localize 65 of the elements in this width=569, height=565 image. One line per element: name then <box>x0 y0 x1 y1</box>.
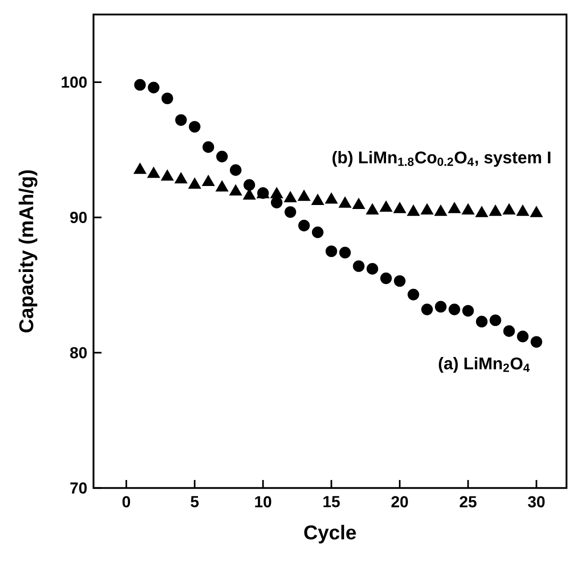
x-tick-label: 25 <box>460 496 476 508</box>
x-tick-label: 5 <box>190 496 199 508</box>
x-axis-title: Cycle <box>304 524 356 544</box>
point <box>270 196 282 208</box>
point <box>421 204 434 214</box>
point <box>284 192 296 202</box>
y-tick-label: 80 <box>70 347 87 358</box>
point <box>380 201 392 212</box>
x-tick-label: 20 <box>391 496 408 508</box>
series-label: (b) LiMn$_{1.8}$Co$_{0.2}$O$_{4}$, system I <box>332 151 550 167</box>
point <box>325 193 338 204</box>
point <box>530 336 542 348</box>
point <box>476 206 488 218</box>
point <box>421 304 433 316</box>
point <box>339 246 351 258</box>
point <box>530 206 542 218</box>
point <box>366 263 378 275</box>
x-tick-label: 15 <box>324 496 340 508</box>
y-tick-label: 100 <box>62 76 87 88</box>
y-axis-title: Capacity (mAh/g) <box>18 170 38 332</box>
point <box>462 304 474 317</box>
point <box>312 226 324 238</box>
point <box>352 260 365 272</box>
point <box>148 167 160 178</box>
x-tick-label: 0 <box>122 496 130 508</box>
point <box>462 204 474 214</box>
y-tick-label: 90 <box>70 212 87 224</box>
point <box>503 204 516 214</box>
point <box>434 205 447 216</box>
point <box>476 316 488 328</box>
series-label: (a) LiMn$_{2}$O$_{4}$ <box>438 357 530 373</box>
point <box>366 204 378 214</box>
point <box>503 325 515 337</box>
point <box>516 205 529 216</box>
x-tick-label: 30 <box>528 496 545 508</box>
point <box>448 304 460 316</box>
point <box>490 314 502 326</box>
point <box>516 330 529 342</box>
y-tick-label: 70 <box>70 482 87 494</box>
point <box>298 220 310 232</box>
point <box>489 205 502 216</box>
point <box>298 190 310 201</box>
point <box>407 205 420 216</box>
point <box>448 202 460 214</box>
point <box>434 300 447 313</box>
point <box>161 170 174 181</box>
point <box>188 178 201 189</box>
point <box>339 197 352 208</box>
point <box>284 206 296 218</box>
point <box>216 180 228 192</box>
point <box>230 184 242 196</box>
point <box>380 272 392 284</box>
x-tick-label: 10 <box>255 496 272 508</box>
point <box>326 245 338 258</box>
point <box>230 164 242 176</box>
point <box>352 198 365 210</box>
point <box>394 202 406 214</box>
point <box>202 175 214 186</box>
point <box>134 163 146 174</box>
point <box>270 188 283 198</box>
point <box>408 288 420 300</box>
point <box>174 172 187 184</box>
point <box>394 275 406 287</box>
point <box>244 179 256 191</box>
point <box>312 194 324 205</box>
